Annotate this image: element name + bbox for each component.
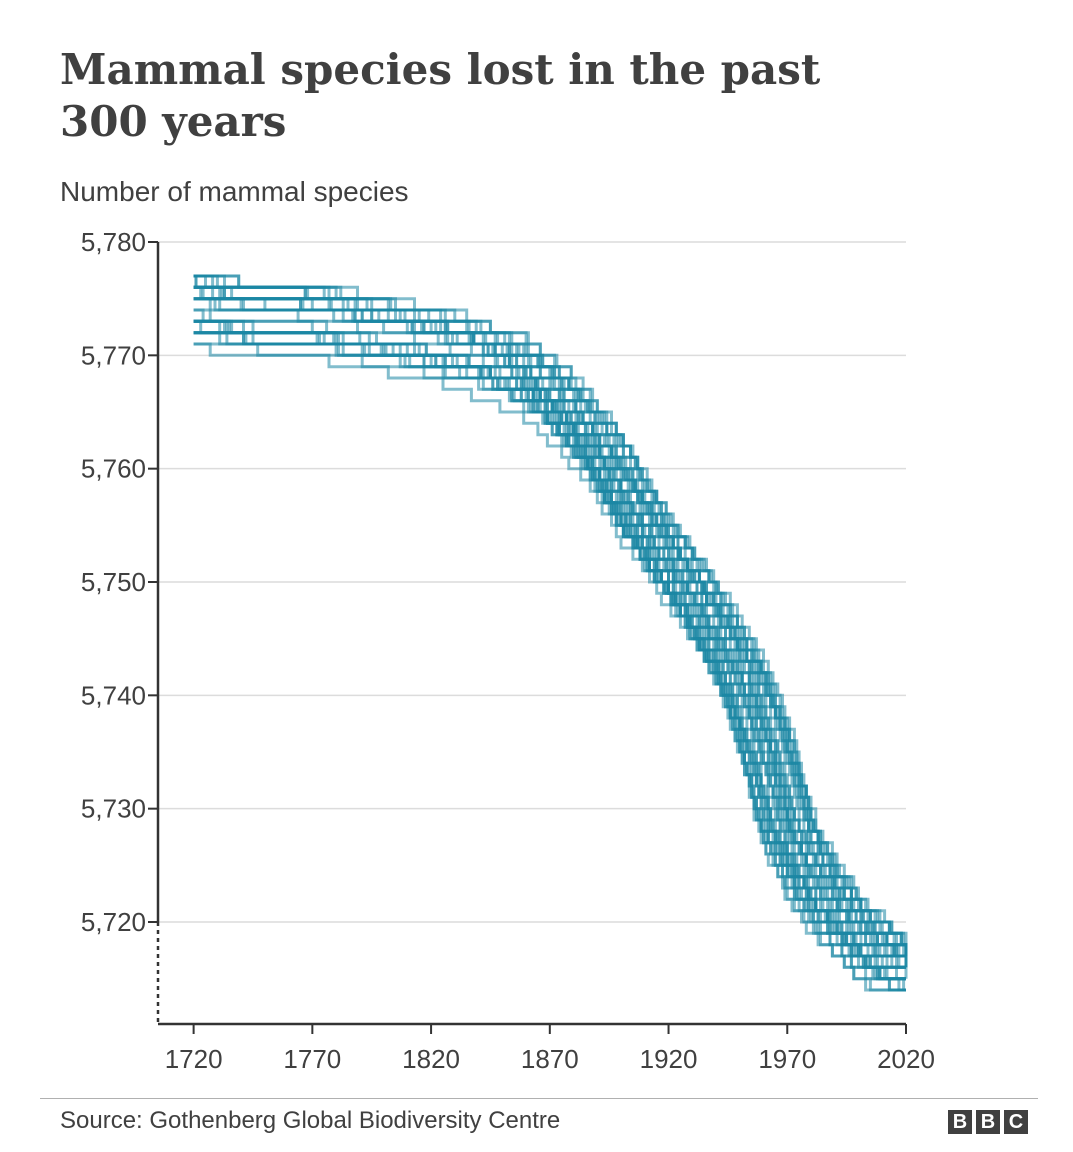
y-tick-labels: 5,720 5,730 5,740 5,750 5,760 5,770 5,780 [81, 227, 146, 937]
bbc-logo: B B C [948, 1110, 1028, 1134]
y-tick-label-5750: 5,750 [81, 567, 146, 597]
chart-title: Mammal species lost in the past 300 year… [60, 45, 821, 146]
y-tick-label-5730: 5,730 [81, 794, 146, 824]
logo-letter-1: B [948, 1110, 972, 1134]
footer-divider [40, 1098, 1038, 1099]
series-line-28 [193, 285, 906, 958]
series-lines [193, 274, 908, 992]
series-line-15 [193, 308, 906, 958]
y-tick-label-5740: 5,740 [81, 680, 146, 710]
series-line-19 [193, 331, 906, 958]
source-note: Source: Gothenberg Global Biodiversity C… [60, 1107, 561, 1134]
y-tick-label-5780: 5,780 [81, 227, 146, 257]
y-axis-label: Number of mammal species [60, 176, 409, 207]
x-tick-label-1970: 1970 [758, 1044, 816, 1074]
series-line-40 [193, 274, 906, 981]
x-tick-label-1720: 1720 [165, 1044, 223, 1074]
x-tick-label-1920: 1920 [640, 1044, 698, 1074]
x-tick-label-1820: 1820 [402, 1044, 460, 1074]
logo-letter-3: C [1004, 1110, 1028, 1134]
series-line-37 [193, 331, 906, 992]
series-line-16 [193, 331, 908, 956]
series-line-13 [193, 331, 908, 956]
x-tick-labels: 1720 1770 1820 1870 1920 1970 2020 [165, 1044, 935, 1074]
series-line-38 [193, 297, 906, 992]
y-tick-label-5720: 5,720 [81, 907, 146, 937]
y-tick-label-5770: 5,770 [81, 340, 146, 370]
x-tick-label-1770: 1770 [283, 1044, 341, 1074]
series-line-39 [193, 319, 908, 956]
x-tick-label-2020: 2020 [877, 1044, 935, 1074]
grid-lines [158, 241, 906, 923]
axes [148, 241, 907, 1034]
line-chart: 5,720 5,730 5,740 5,750 5,760 5,770 5,780 1720… [81, 227, 935, 1074]
logo-letter-2: B [976, 1110, 1000, 1134]
x-tick-label-1870: 1870 [521, 1044, 579, 1074]
y-tick-label-5760: 5,760 [81, 454, 146, 484]
